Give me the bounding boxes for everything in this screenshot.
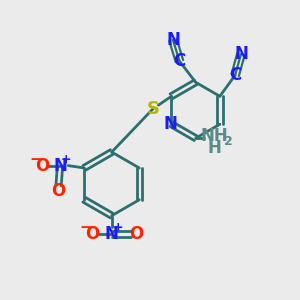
Text: C: C xyxy=(229,66,241,84)
Text: O: O xyxy=(129,225,143,243)
Text: O: O xyxy=(85,225,100,243)
Text: N: N xyxy=(234,45,248,63)
Text: N: N xyxy=(53,157,67,175)
Text: −: − xyxy=(29,152,42,166)
Text: 2: 2 xyxy=(224,135,233,148)
Text: O: O xyxy=(35,157,49,175)
Text: C: C xyxy=(173,52,186,70)
Text: N: N xyxy=(166,31,180,49)
Text: +: + xyxy=(112,221,123,234)
Text: −: − xyxy=(80,220,92,235)
Text: NH: NH xyxy=(200,127,228,145)
Text: H: H xyxy=(207,139,221,157)
Text: N: N xyxy=(163,115,177,133)
Text: N: N xyxy=(105,225,119,243)
Text: O: O xyxy=(51,182,66,200)
Text: S: S xyxy=(147,100,160,118)
Text: +: + xyxy=(61,153,71,166)
